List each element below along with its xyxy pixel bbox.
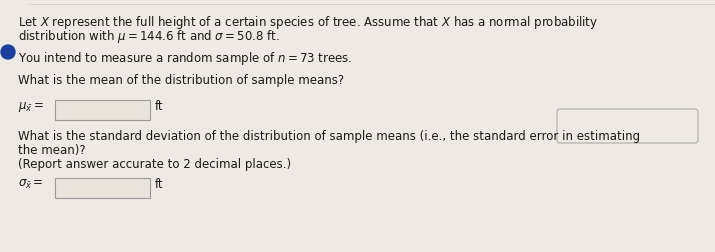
Circle shape (1, 45, 15, 59)
Text: $\sigma_{\bar{x}} =$: $\sigma_{\bar{x}} =$ (18, 178, 44, 191)
Text: What is the standard deviation of the distribution of sample means (i.e., the st: What is the standard deviation of the di… (18, 130, 640, 143)
Text: (Report answer accurate to 2 decimal places.): (Report answer accurate to 2 decimal pla… (18, 158, 291, 171)
Text: the mean)?: the mean)? (18, 144, 86, 157)
Text: ft: ft (155, 178, 164, 191)
Text: ft: ft (155, 100, 164, 113)
Bar (55, 178, 150, 198)
Text: You intend to measure a random sample of $n = 73$ trees.: You intend to measure a random sample of… (18, 50, 352, 67)
Text: $\mu_{\bar{x}} =$: $\mu_{\bar{x}} =$ (18, 100, 44, 114)
Text: Let $\mathit{X}$ represent the full height of a certain species of tree. Assume : Let $\mathit{X}$ represent the full heig… (18, 14, 598, 31)
Bar (55, 100, 150, 120)
Text: What is the mean of the distribution of sample means?: What is the mean of the distribution of … (18, 74, 344, 87)
Text: distribution with $\mu = 144.6$ ft and $\sigma = 50.8$ ft.: distribution with $\mu = 144.6$ ft and $… (18, 28, 280, 45)
